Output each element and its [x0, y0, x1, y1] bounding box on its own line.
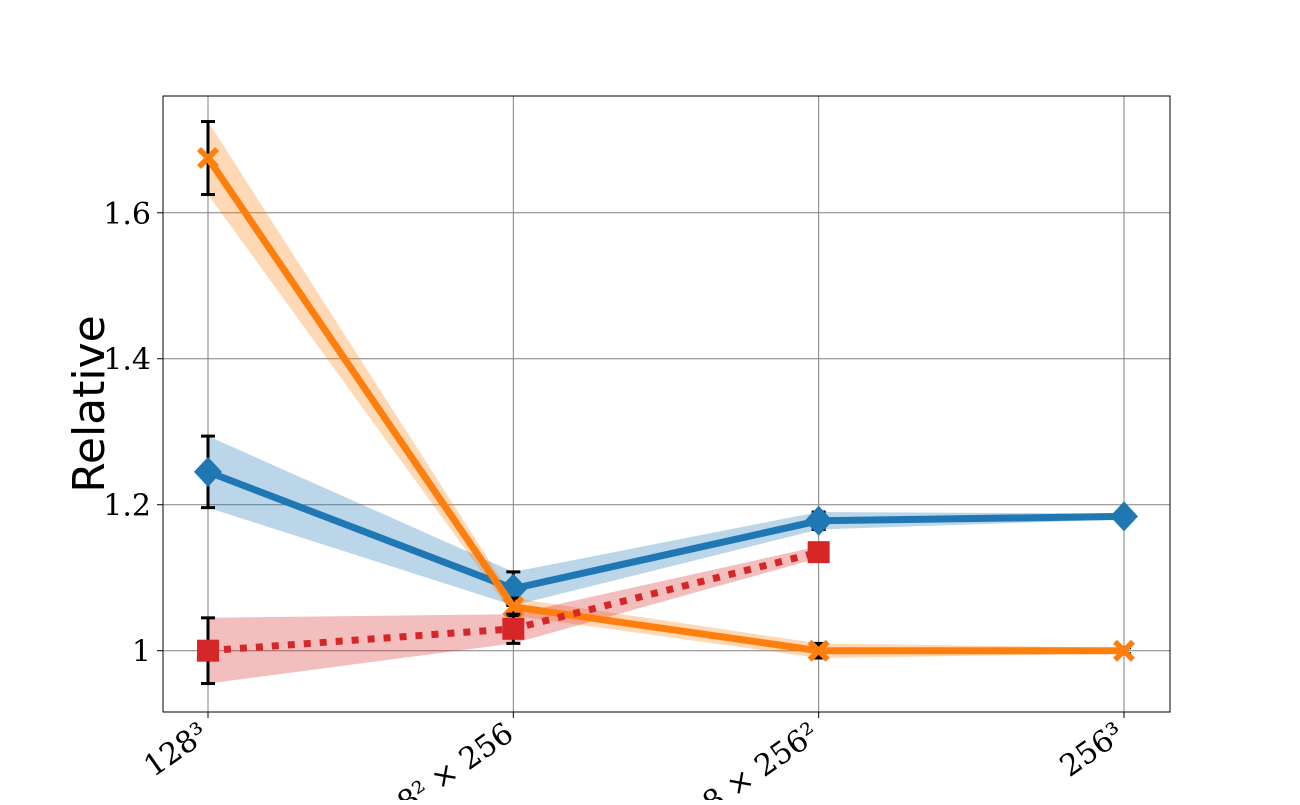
- marker: [807, 639, 830, 662]
- series-line: [205, 156, 1124, 655]
- marker: [807, 541, 830, 564]
- marker: [1113, 639, 1135, 662]
- series-line: [206, 468, 1125, 593]
- marker: [197, 147, 219, 170]
- y-tick-label: 1.2: [103, 489, 151, 524]
- marker: [1110, 501, 1138, 532]
- y-tick-label: 1.4: [103, 343, 151, 378]
- x-tick-label: 128² × 256: [360, 716, 520, 800]
- marker: [194, 456, 222, 487]
- y-tick-label: 1.6: [103, 197, 151, 232]
- y-axis-label: Relative: [64, 315, 115, 492]
- plot-frame: [162, 95, 1171, 713]
- marker: [197, 639, 219, 662]
- marker: [502, 617, 525, 640]
- marker: [804, 505, 833, 536]
- error-band: [208, 121, 1124, 658]
- y-tick-label: 1: [132, 635, 151, 670]
- marker: [502, 595, 525, 618]
- x-tick-label: 256³: [1054, 716, 1131, 784]
- x-tick-label: 128³: [138, 716, 215, 784]
- x-tick-label: 128 × 256²: [665, 716, 825, 800]
